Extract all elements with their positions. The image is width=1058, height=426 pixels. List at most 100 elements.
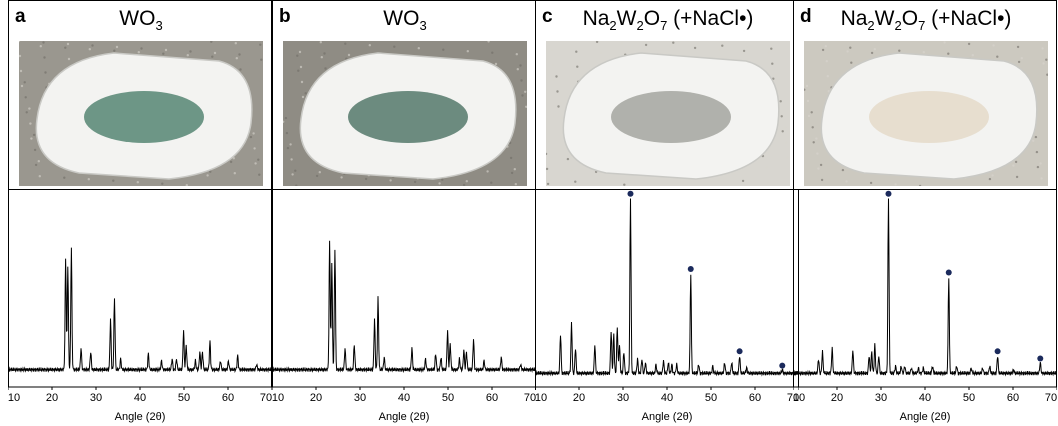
speckle bbox=[825, 60, 828, 63]
speckle bbox=[24, 96, 27, 99]
speckle bbox=[254, 162, 257, 165]
speckle bbox=[285, 131, 289, 135]
speckle bbox=[323, 52, 326, 55]
speckle bbox=[549, 179, 552, 182]
x-tick-label: 30 bbox=[875, 392, 887, 404]
speckle bbox=[806, 99, 810, 103]
speckle bbox=[1042, 62, 1045, 65]
x-tick-label: 10 bbox=[535, 392, 547, 404]
speckle bbox=[898, 49, 901, 52]
speckle bbox=[570, 169, 573, 172]
speckle bbox=[824, 45, 827, 48]
speckle bbox=[1036, 165, 1040, 169]
speckle bbox=[514, 183, 517, 186]
speckle bbox=[393, 45, 396, 48]
speckle bbox=[557, 105, 560, 108]
speckle bbox=[550, 49, 553, 52]
speckle bbox=[115, 45, 119, 49]
speckle bbox=[1014, 160, 1018, 164]
speckle bbox=[922, 51, 925, 54]
xrd-trace bbox=[793, 198, 1057, 377]
x-axis-label: Angle (2θ) bbox=[642, 411, 693, 423]
nacl-marker bbox=[687, 265, 694, 272]
nacl-marker bbox=[736, 348, 743, 355]
speckle bbox=[785, 141, 788, 144]
speckle bbox=[718, 48, 721, 51]
x-tick-label: 20 bbox=[310, 392, 322, 404]
speckle bbox=[781, 130, 784, 133]
speckle bbox=[869, 181, 873, 185]
speckle bbox=[765, 166, 768, 169]
speckle bbox=[164, 48, 168, 52]
speckle bbox=[1040, 177, 1043, 180]
nacl-marker bbox=[885, 190, 892, 197]
panel-title: Na2W2O7 (+NaCl•) bbox=[840, 7, 1012, 34]
speckle bbox=[211, 55, 214, 58]
speckle bbox=[258, 173, 261, 176]
speckle bbox=[290, 158, 293, 161]
speckle bbox=[510, 171, 514, 175]
panel-letter: d bbox=[800, 6, 812, 27]
x-tick-label: 30 bbox=[90, 392, 102, 404]
speckle bbox=[33, 148, 37, 152]
speckle bbox=[161, 182, 164, 185]
speckle bbox=[289, 143, 292, 146]
speckle bbox=[770, 47, 773, 50]
speckle bbox=[298, 50, 302, 54]
speckle bbox=[815, 137, 818, 140]
speckle bbox=[87, 178, 91, 181]
speckle bbox=[140, 47, 143, 50]
speckle bbox=[556, 90, 559, 93]
x-tick-label: 60 bbox=[222, 392, 234, 404]
speckle bbox=[206, 174, 209, 177]
speckle bbox=[598, 182, 601, 185]
speckle bbox=[389, 179, 392, 182]
x-tick-label: 40 bbox=[919, 392, 931, 404]
speckle bbox=[19, 54, 22, 58]
speckle bbox=[239, 68, 242, 71]
speckle bbox=[301, 95, 305, 99]
speckle bbox=[516, 68, 519, 71]
speckle bbox=[546, 167, 549, 171]
speckle bbox=[442, 48, 445, 51]
speckle bbox=[870, 51, 874, 55]
speckle bbox=[344, 42, 347, 45]
speckle bbox=[525, 105, 527, 108]
speckle bbox=[509, 156, 513, 160]
speckle bbox=[487, 41, 490, 43]
x-tick-label: 10 bbox=[8, 392, 20, 404]
speckle bbox=[745, 46, 748, 49]
x-tick-label: 60 bbox=[1007, 392, 1019, 404]
panel-a: a WO3 10 20 30 40 50 60 70 Angle (2θ) bbox=[8, 0, 272, 426]
speckle bbox=[521, 94, 524, 97]
speckle bbox=[805, 84, 809, 88]
speckle bbox=[845, 180, 848, 183]
speckle bbox=[252, 132, 255, 135]
powder-pile bbox=[84, 91, 204, 143]
speckle bbox=[296, 54, 299, 57]
x-tick-label: 50 bbox=[442, 392, 454, 404]
xrd-trace bbox=[535, 198, 799, 377]
sample-photo bbox=[546, 41, 790, 186]
photo-svg bbox=[546, 41, 790, 186]
x-tick-label: 10 bbox=[272, 392, 284, 404]
x-tick-label: 40 bbox=[661, 392, 673, 404]
speckle bbox=[672, 41, 675, 44]
speckle bbox=[519, 64, 522, 67]
speckle bbox=[820, 178, 824, 182]
photo-frame: b WO3 bbox=[272, 0, 536, 190]
speckle bbox=[209, 170, 212, 173]
speckle bbox=[767, 51, 770, 54]
panel-letter: c bbox=[542, 6, 553, 27]
speckle bbox=[595, 41, 599, 44]
speckle bbox=[620, 42, 623, 45]
speckle bbox=[515, 53, 518, 56]
speckle bbox=[210, 41, 213, 43]
photo-frame: a WO3 bbox=[8, 0, 272, 190]
speckle bbox=[988, 177, 992, 181]
speckle bbox=[669, 45, 672, 48]
speckle bbox=[233, 172, 236, 175]
speckle bbox=[873, 48, 876, 51]
speckle bbox=[1041, 47, 1044, 50]
photo-frame: d Na2W2O7 (+NaCl•) bbox=[793, 0, 1057, 190]
